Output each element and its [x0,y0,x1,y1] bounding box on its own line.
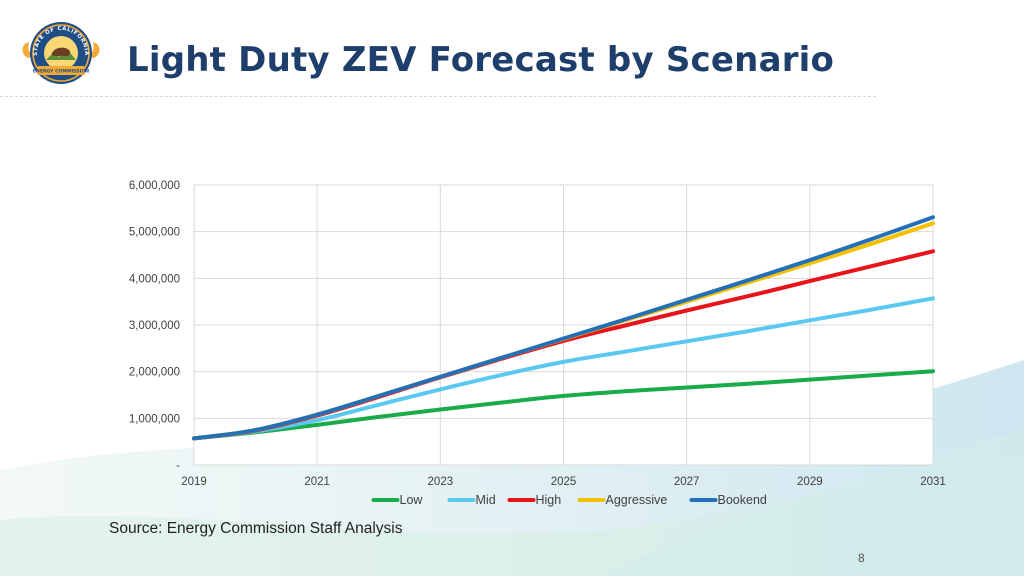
california-energy-commission-seal-icon: STATE OF CALIFORNIA ENERGY COMMISSION [22,22,100,84]
source-caption: Source: Energy Commission Staff Analysis [109,520,403,537]
y-tick-label: 2,000,000 [129,367,180,379]
x-tick-label: 2025 [551,476,577,488]
legend-label-aggressive: Aggressive [606,493,668,507]
page-number: 8 [858,551,865,565]
x-tick-label: 2029 [797,476,823,488]
y-tick-label: 4,000,000 [129,273,180,285]
x-tick-label: 2019 [181,476,207,488]
y-tick-label: 1,000,000 [129,413,180,425]
page-title: Light Duty ZEV Forecast by Scenario [127,40,835,80]
legend-label-high: High [536,493,562,507]
series-line-low [192,369,935,441]
y-tick-label: 5,000,000 [129,227,180,239]
seal-bottom-text: ENERGY COMMISSION [33,69,89,75]
x-tick-label: 2027 [674,476,700,488]
y-tick-label: - [176,460,180,472]
zev-forecast-line-chart: - 1,000,000 2,000,000 3,000,000 4,000,000 5,0… [129,180,946,507]
series-line-bookend [192,215,935,441]
legend-label-bookend: Bookend [718,493,767,507]
y-tick-label: 3,000,000 [129,320,180,332]
legend-label-mid: Mid [476,493,496,507]
legend-label-low: Low [400,493,424,507]
x-tick-label: 2023 [428,476,454,488]
series-line-mid [192,296,935,441]
x-tick-label: 2031 [920,476,946,488]
x-tick-label: 2021 [304,476,330,488]
y-tick-label: 6,000,000 [129,180,180,192]
title-divider [0,96,876,97]
